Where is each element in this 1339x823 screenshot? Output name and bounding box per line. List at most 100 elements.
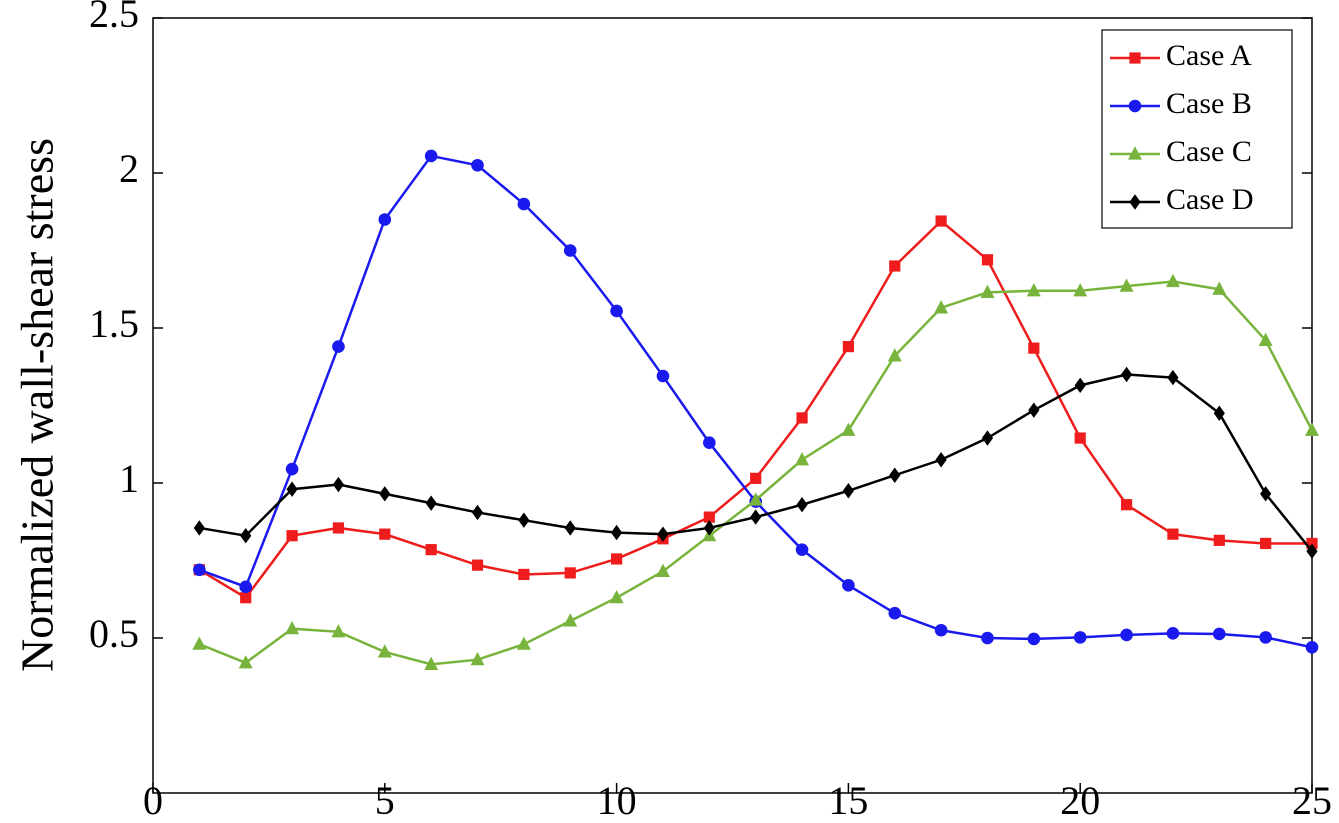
point	[1259, 631, 1272, 644]
point	[1120, 499, 1133, 511]
point	[657, 526, 669, 542]
plot-frame	[152, 17, 1313, 794]
point	[471, 559, 484, 571]
y-tick-label: 1	[119, 456, 139, 501]
point	[610, 304, 623, 318]
point	[1119, 278, 1134, 292]
point	[563, 613, 578, 627]
point	[1167, 369, 1179, 386]
point	[1305, 641, 1319, 654]
point	[842, 483, 854, 499]
point	[518, 568, 530, 581]
point	[518, 512, 530, 528]
x-tick-label: 25	[1292, 778, 1332, 823]
point	[332, 340, 345, 353]
point	[332, 522, 345, 534]
point	[934, 623, 948, 637]
point	[703, 511, 715, 523]
point	[285, 462, 299, 476]
legend-label: Case A	[1166, 39, 1252, 72]
point	[424, 149, 438, 163]
point	[750, 472, 762, 484]
point	[655, 563, 670, 577]
point	[934, 300, 949, 314]
x-tick-label: 20	[1060, 778, 1100, 823]
point	[193, 520, 205, 536]
point	[564, 567, 576, 579]
point	[378, 213, 392, 226]
point	[981, 631, 994, 645]
legend-label: Case C	[1166, 135, 1252, 168]
point	[795, 543, 809, 556]
point	[656, 369, 670, 383]
point	[377, 644, 392, 658]
point	[379, 528, 391, 540]
point	[1260, 537, 1272, 550]
legend-marker	[1128, 99, 1142, 113]
point	[888, 606, 902, 620]
point	[842, 341, 854, 353]
point	[471, 158, 484, 172]
point	[285, 621, 300, 635]
point	[1120, 628, 1133, 642]
legend-marker	[1129, 194, 1141, 210]
y-tick-label: 1.5	[89, 301, 139, 346]
point	[1073, 283, 1088, 297]
y-tick-label: 2	[119, 146, 139, 191]
point	[240, 528, 252, 544]
point	[1213, 534, 1225, 546]
point	[1306, 537, 1318, 550]
point	[889, 467, 901, 483]
legend-marker	[1129, 52, 1141, 64]
x-tick-label: 15	[828, 778, 868, 823]
point	[425, 495, 437, 511]
point	[841, 422, 856, 436]
point	[935, 452, 947, 468]
point	[1026, 283, 1041, 297]
point	[611, 553, 623, 565]
point	[1306, 543, 1318, 559]
point	[564, 520, 576, 536]
point	[1213, 405, 1225, 421]
point	[703, 520, 715, 536]
point	[192, 636, 207, 650]
x-tick-label: 5	[375, 778, 395, 823]
point	[1305, 422, 1319, 436]
point	[842, 579, 855, 592]
point	[424, 656, 439, 670]
point	[981, 254, 994, 266]
point	[748, 492, 763, 506]
point	[980, 284, 995, 298]
point	[286, 481, 298, 497]
point	[611, 524, 623, 541]
point	[1212, 281, 1227, 295]
point	[935, 215, 947, 227]
point	[563, 244, 577, 257]
series-line	[198, 219, 1312, 600]
point	[889, 260, 901, 272]
point	[1074, 432, 1086, 444]
y-tick-label: 0.5	[89, 611, 139, 656]
point	[796, 412, 808, 424]
point	[425, 544, 437, 556]
series-line	[198, 154, 1313, 649]
point	[239, 580, 253, 594]
x-tick-label: 10	[597, 778, 637, 823]
point	[286, 530, 298, 542]
legend-marker	[1128, 146, 1142, 160]
point	[795, 452, 810, 466]
point	[238, 655, 253, 669]
point	[1073, 631, 1087, 644]
point	[517, 197, 531, 211]
point	[1028, 342, 1040, 354]
point	[1212, 627, 1226, 641]
point	[1028, 402, 1040, 418]
point	[471, 504, 484, 521]
point	[750, 509, 762, 525]
point	[379, 486, 391, 502]
x-tick-label: 0	[143, 778, 163, 823]
point	[1120, 366, 1133, 383]
point	[1258, 332, 1273, 346]
legend-label: Case B	[1166, 87, 1252, 120]
